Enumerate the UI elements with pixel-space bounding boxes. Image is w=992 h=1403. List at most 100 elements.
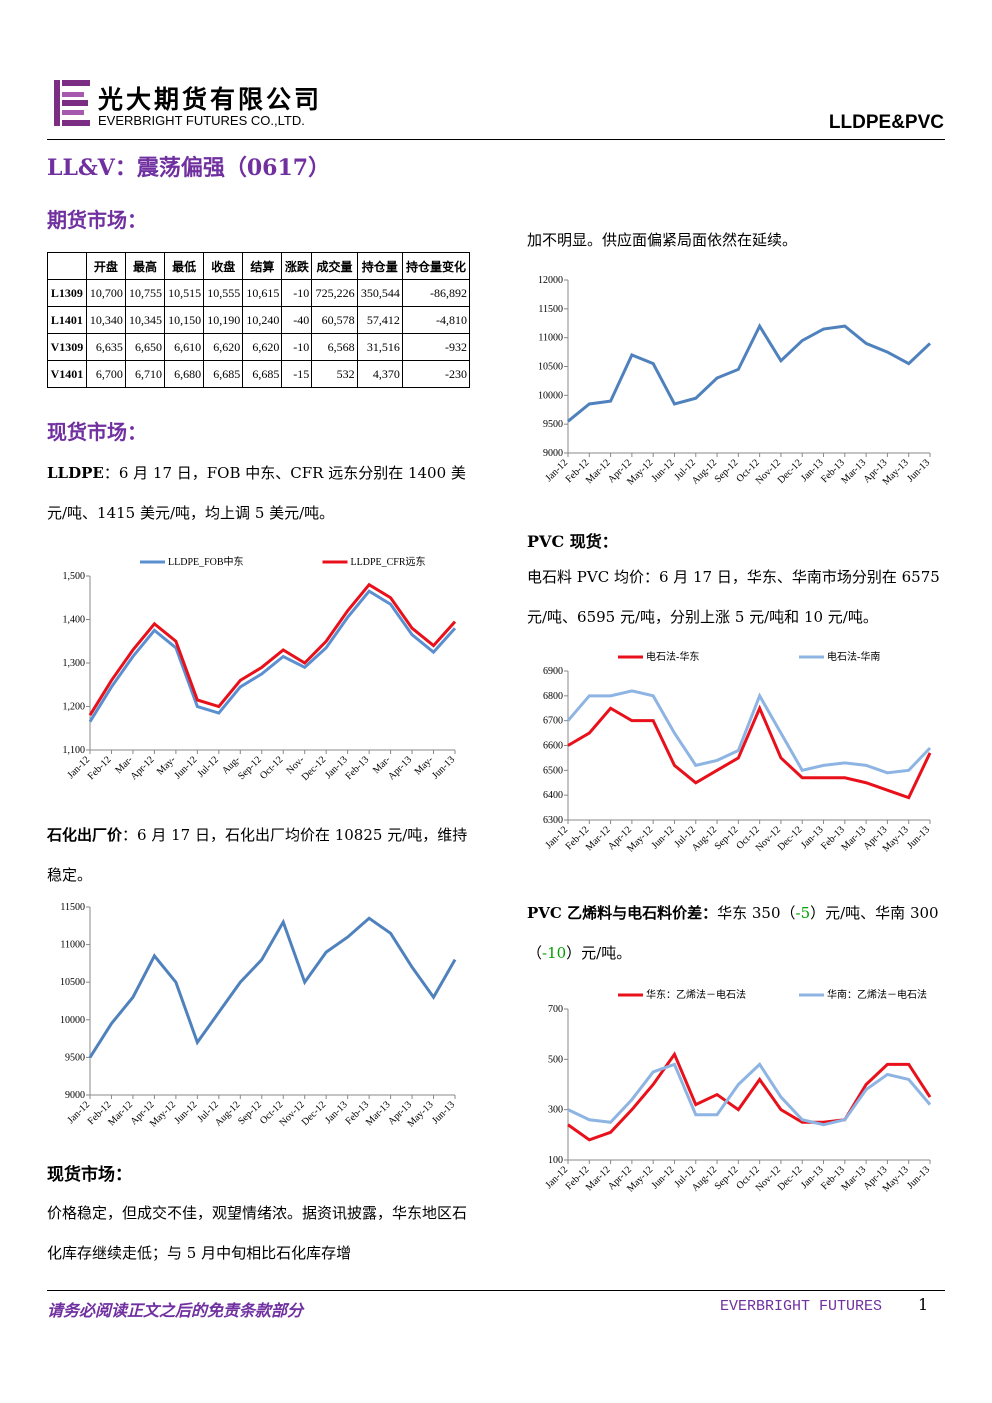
y-tick-label: 6700 (543, 716, 563, 727)
x-tick-label: Jun-12 (650, 457, 677, 484)
table-cell: L1309 (47, 279, 87, 307)
table-cell: 持仓量变化 (401, 252, 471, 280)
table-cell: 成交量 (311, 252, 358, 280)
table-row: L1401 10,340 10,345 10,150 10,190 10,240 -40 60… (47, 306, 471, 334)
x-tick-label: Sep-12 (713, 457, 741, 485)
paragraph: 电石料 PVC 均价：6 月 17 日，华东、华南市场分别在 6575 元/吨、… (527, 568, 940, 626)
y-tick-label: 6300 (543, 815, 563, 826)
x-tick-label: Sep-12 (236, 1099, 264, 1127)
table-cell: 6,680 (164, 360, 205, 388)
y-tick-label: 12000 (538, 275, 563, 286)
table-cell: 结算 (242, 252, 283, 280)
rule (47, 139, 945, 140)
x-tick-label: Jun-12 (650, 824, 677, 851)
x-tick-label: Jul-12 (195, 754, 220, 779)
y-tick-label: 1,200 (63, 702, 86, 713)
x-tick-label: Dec-12 (776, 1164, 805, 1193)
paragraph: 价格稳定，但成交不佳，观望情绪浓。据资讯披露，华东地区石化库存继续走低；与 5 … (47, 1204, 468, 1262)
text: ）元/吨。 (566, 944, 632, 962)
section: 现货市场： (47, 1165, 132, 1185)
table-cell: 10,700 (85, 279, 126, 307)
y-tick-label: 6600 (543, 741, 563, 752)
section: 现货市场： (47, 420, 147, 444)
table-cell: V1309 (47, 333, 87, 361)
y-tick-label: 700 (548, 1004, 563, 1015)
table-cell: L1401 (47, 306, 87, 334)
table-cell: 6,685 (203, 360, 244, 388)
x-tick-label: Jun-12 (172, 1099, 199, 1126)
y-tick-label: 9000 (543, 448, 563, 459)
y-tick-label: 10500 (538, 362, 563, 373)
lead: LLDPE (47, 464, 104, 482)
table-cell: 10,555 (203, 279, 244, 307)
chart: 900095001000010500110001150012000Jan-12F… (538, 275, 932, 488)
company-en: EVERBRIGHT FUTURES CO.,LTD. (98, 113, 305, 128)
y-tick-label: 9500 (65, 1052, 85, 1063)
legend-label: 华东：乙烯法－电石法 (646, 988, 746, 1001)
table-cell: 10,345 (124, 306, 166, 334)
subhead: PVC 现货： (527, 532, 618, 551)
table-cell: -230 (401, 360, 471, 388)
table-cell: 10,150 (164, 306, 205, 334)
rule (47, 1290, 945, 1291)
table-cell: 350,544 (356, 279, 403, 307)
table-cell: -10 (281, 279, 313, 307)
table-cell: 6,620 (203, 333, 244, 361)
table-row: V1309 6,635 6,650 6,610 6,620 6,620 -10 6,568 31… (47, 333, 471, 361)
y-tick-label: 10500 (60, 977, 85, 988)
brand: EVERBRIGHT FUTURES (720, 1298, 883, 1315)
table-cell: 10,755 (124, 279, 166, 307)
disclaimer: 请务必阅读正文之后的免责条款部分 (47, 1301, 304, 1320)
table-cell: -40 (281, 306, 313, 334)
table-cell: 6,685 (242, 360, 283, 388)
table-cell: 10,340 (85, 306, 126, 334)
x-tick-label: Jun-13 (905, 824, 932, 851)
table-cell: 开盘 (85, 252, 126, 280)
table-cell: 532 (311, 360, 358, 388)
series-line (567, 704, 932, 800)
x-tick-label: Mar-13 (364, 1099, 393, 1128)
x-tick-label: Apr-12 (128, 754, 156, 782)
y-tick-label: 1,400 (63, 615, 86, 626)
text: 华东 350（ (717, 904, 796, 922)
table: 开盘 最高 最低 收盘 结算 涨跌 成交量 持仓量 持仓量变化 L1309 10,700 10,755… (47, 252, 471, 388)
y-tick-label: 6500 (543, 765, 563, 776)
paragraph: 加不明显。供应面偏紧局面依然在延续。 (527, 231, 798, 249)
table-cell: 6,620 (242, 333, 283, 361)
chart: 100300500700Jan-12Feb-12Mar-12Apr-12May-… (543, 988, 932, 1195)
x-tick-label: Jun-13 (430, 754, 457, 781)
x-tick-label: Mar-13 (839, 1164, 868, 1193)
series-line (88, 589, 457, 723)
table-cell: 最高 (124, 252, 166, 280)
x-tick-label: Apr-13 (386, 754, 414, 782)
table-cell: 涨跌 (281, 252, 313, 280)
table-cell: 10,240 (242, 306, 283, 334)
text: ：6 月 17 日，FOB 中东、CFR 远东分别在 1400 美元/吨、141… (47, 464, 466, 522)
title: LL&V：震荡偏强（0617） (47, 155, 331, 181)
table-cell: 31,516 (356, 333, 403, 361)
x-tick-label: Dec-12 (300, 1099, 329, 1128)
y-tick-label: 9500 (543, 419, 563, 430)
x-tick-label: Jun-13 (905, 457, 932, 484)
x-tick-label: Jun-12 (172, 754, 199, 781)
y-tick-label: 10000 (60, 1015, 85, 1026)
table-cell: 6,635 (85, 333, 126, 361)
table-cell: 60,578 (311, 306, 358, 334)
change: -10 (542, 944, 567, 962)
x-tick-label: Mar-12 (584, 824, 613, 853)
section: 期货市场： (47, 208, 147, 232)
table-cell: 6,650 (124, 333, 166, 361)
text: ）元/吨、华南 300（ (527, 904, 939, 962)
table-cell: -932 (401, 333, 471, 361)
x-tick-label: Dec-12 (776, 457, 805, 486)
table-cell: 6,568 (311, 333, 358, 361)
table-row: L1309 10,700 10,755 10,515 10,555 10,615 -10 72… (47, 279, 471, 307)
x-tick-label: Mar-13 (839, 824, 868, 853)
chart: 6300640065006600670068006900Jan-12Feb-12… (543, 650, 932, 855)
table-cell: 6,610 (164, 333, 205, 361)
lead: PVC 乙烯料与电石料价差： (527, 904, 718, 922)
table-cell: -10 (281, 333, 313, 361)
legend-label: LLDPE_CFR远东 (351, 555, 426, 568)
